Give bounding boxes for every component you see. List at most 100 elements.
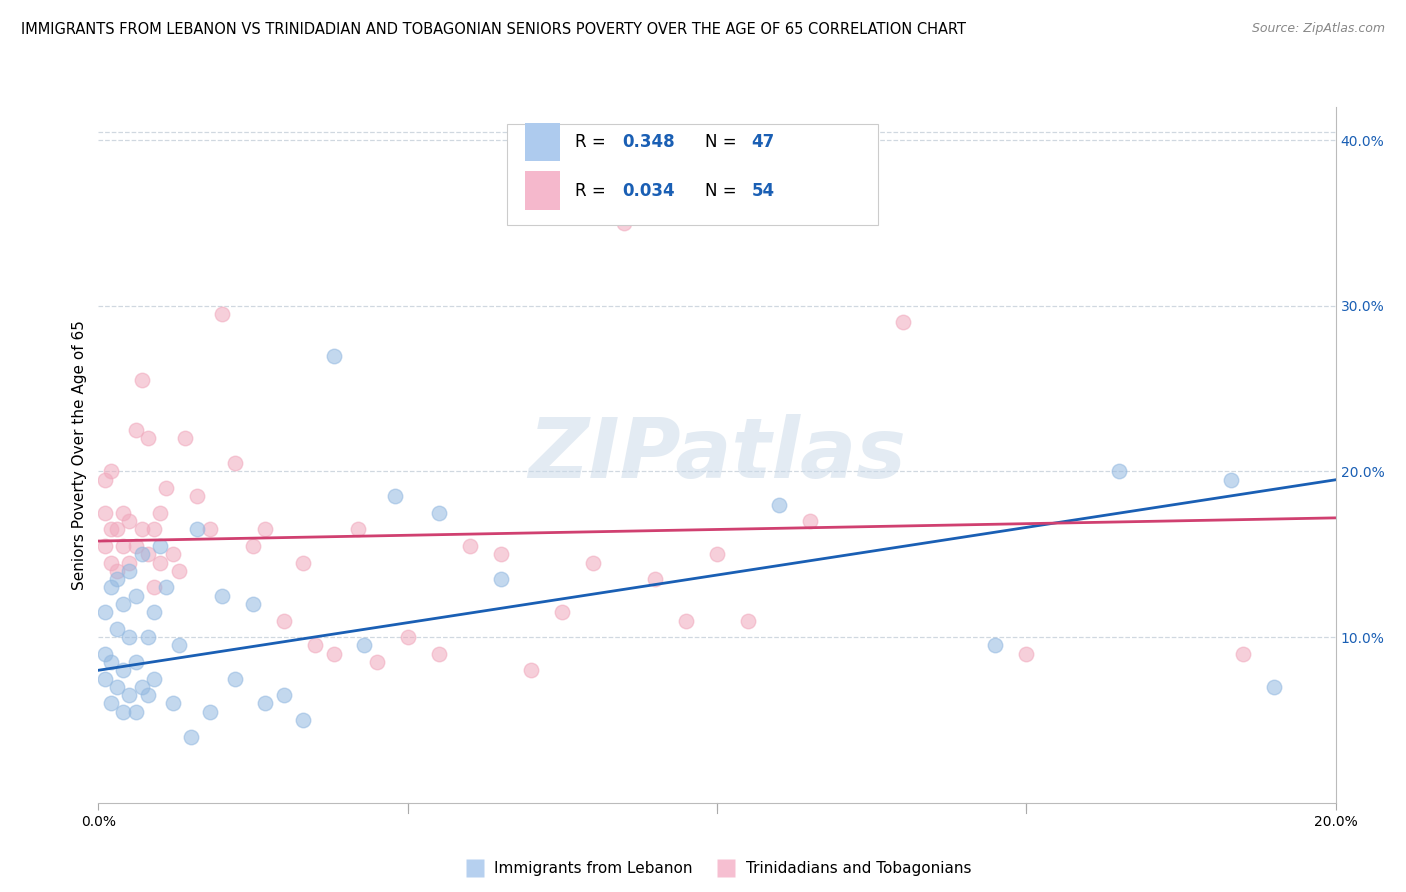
Point xyxy=(304,639,326,653)
Point xyxy=(174,431,197,445)
Point xyxy=(136,547,159,561)
Point xyxy=(100,581,122,595)
Point xyxy=(551,605,574,619)
Point xyxy=(155,581,177,595)
Point xyxy=(242,597,264,611)
Point xyxy=(105,523,128,537)
Point xyxy=(322,647,344,661)
Point xyxy=(613,216,636,230)
Point xyxy=(155,481,177,495)
Point xyxy=(136,688,159,702)
Point xyxy=(124,705,146,719)
Point xyxy=(198,523,221,537)
Point xyxy=(149,506,172,520)
FancyBboxPatch shape xyxy=(526,123,560,161)
Point xyxy=(706,547,728,561)
Point xyxy=(167,639,190,653)
Point xyxy=(458,539,481,553)
Point xyxy=(100,556,122,570)
Point xyxy=(211,589,233,603)
Point xyxy=(396,630,419,644)
Point xyxy=(489,572,512,586)
Point xyxy=(242,539,264,553)
Point xyxy=(891,315,914,329)
Point xyxy=(347,523,370,537)
Point xyxy=(93,605,115,619)
Point xyxy=(143,672,166,686)
Point xyxy=(180,730,202,744)
Text: R =: R = xyxy=(575,133,610,151)
Text: N =: N = xyxy=(704,133,741,151)
Point xyxy=(291,556,314,570)
Point xyxy=(737,614,759,628)
Point xyxy=(100,655,122,669)
Point xyxy=(384,489,406,503)
Point xyxy=(1219,473,1241,487)
Point xyxy=(198,705,221,719)
Point xyxy=(167,564,190,578)
Point xyxy=(93,473,115,487)
Text: Source: ZipAtlas.com: Source: ZipAtlas.com xyxy=(1251,22,1385,36)
Point xyxy=(124,423,146,437)
Text: ZIPatlas: ZIPatlas xyxy=(529,415,905,495)
Point xyxy=(131,523,153,537)
Point xyxy=(100,697,122,711)
Point xyxy=(118,564,141,578)
Point xyxy=(93,539,115,553)
Point xyxy=(131,680,153,694)
Point xyxy=(254,697,277,711)
Point xyxy=(112,506,135,520)
Point xyxy=(675,614,697,628)
Point xyxy=(100,523,122,537)
Point xyxy=(1232,647,1254,661)
Y-axis label: Seniors Poverty Over the Age of 65: Seniors Poverty Over the Age of 65 xyxy=(72,320,87,590)
Point xyxy=(520,663,543,677)
Text: 54: 54 xyxy=(752,182,775,200)
Point xyxy=(149,539,172,553)
Point xyxy=(105,680,128,694)
Point xyxy=(1263,680,1285,694)
Point xyxy=(273,688,295,702)
Point xyxy=(93,672,115,686)
Point xyxy=(644,572,666,586)
Point xyxy=(131,547,153,561)
Point xyxy=(143,605,166,619)
Text: IMMIGRANTS FROM LEBANON VS TRINIDADIAN AND TOBAGONIAN SENIORS POVERTY OVER THE A: IMMIGRANTS FROM LEBANON VS TRINIDADIAN A… xyxy=(21,22,966,37)
Point xyxy=(124,589,146,603)
Point xyxy=(124,655,146,669)
Point xyxy=(1108,465,1130,479)
Point xyxy=(984,639,1007,653)
Point xyxy=(768,498,790,512)
Point xyxy=(93,647,115,661)
Point xyxy=(100,465,122,479)
Point xyxy=(1015,647,1038,661)
FancyBboxPatch shape xyxy=(506,124,877,226)
Point xyxy=(186,523,208,537)
Point xyxy=(143,581,166,595)
Point xyxy=(211,307,233,321)
Point xyxy=(427,506,450,520)
Text: 0.034: 0.034 xyxy=(621,182,675,200)
Point xyxy=(186,489,208,503)
Text: R =: R = xyxy=(575,182,610,200)
Point xyxy=(118,514,141,528)
Point xyxy=(136,431,159,445)
Point xyxy=(291,713,314,727)
Point xyxy=(254,523,277,537)
Point xyxy=(322,349,344,363)
Point xyxy=(489,547,512,561)
Point xyxy=(105,622,128,636)
Point xyxy=(112,597,135,611)
Text: 0.348: 0.348 xyxy=(621,133,675,151)
Text: 47: 47 xyxy=(752,133,775,151)
Point xyxy=(112,705,135,719)
Text: N =: N = xyxy=(704,182,741,200)
Point xyxy=(118,630,141,644)
Point xyxy=(427,647,450,661)
Point xyxy=(93,506,115,520)
Point xyxy=(105,572,128,586)
Point xyxy=(136,630,159,644)
Point xyxy=(162,547,184,561)
Point xyxy=(118,556,141,570)
Point xyxy=(162,697,184,711)
